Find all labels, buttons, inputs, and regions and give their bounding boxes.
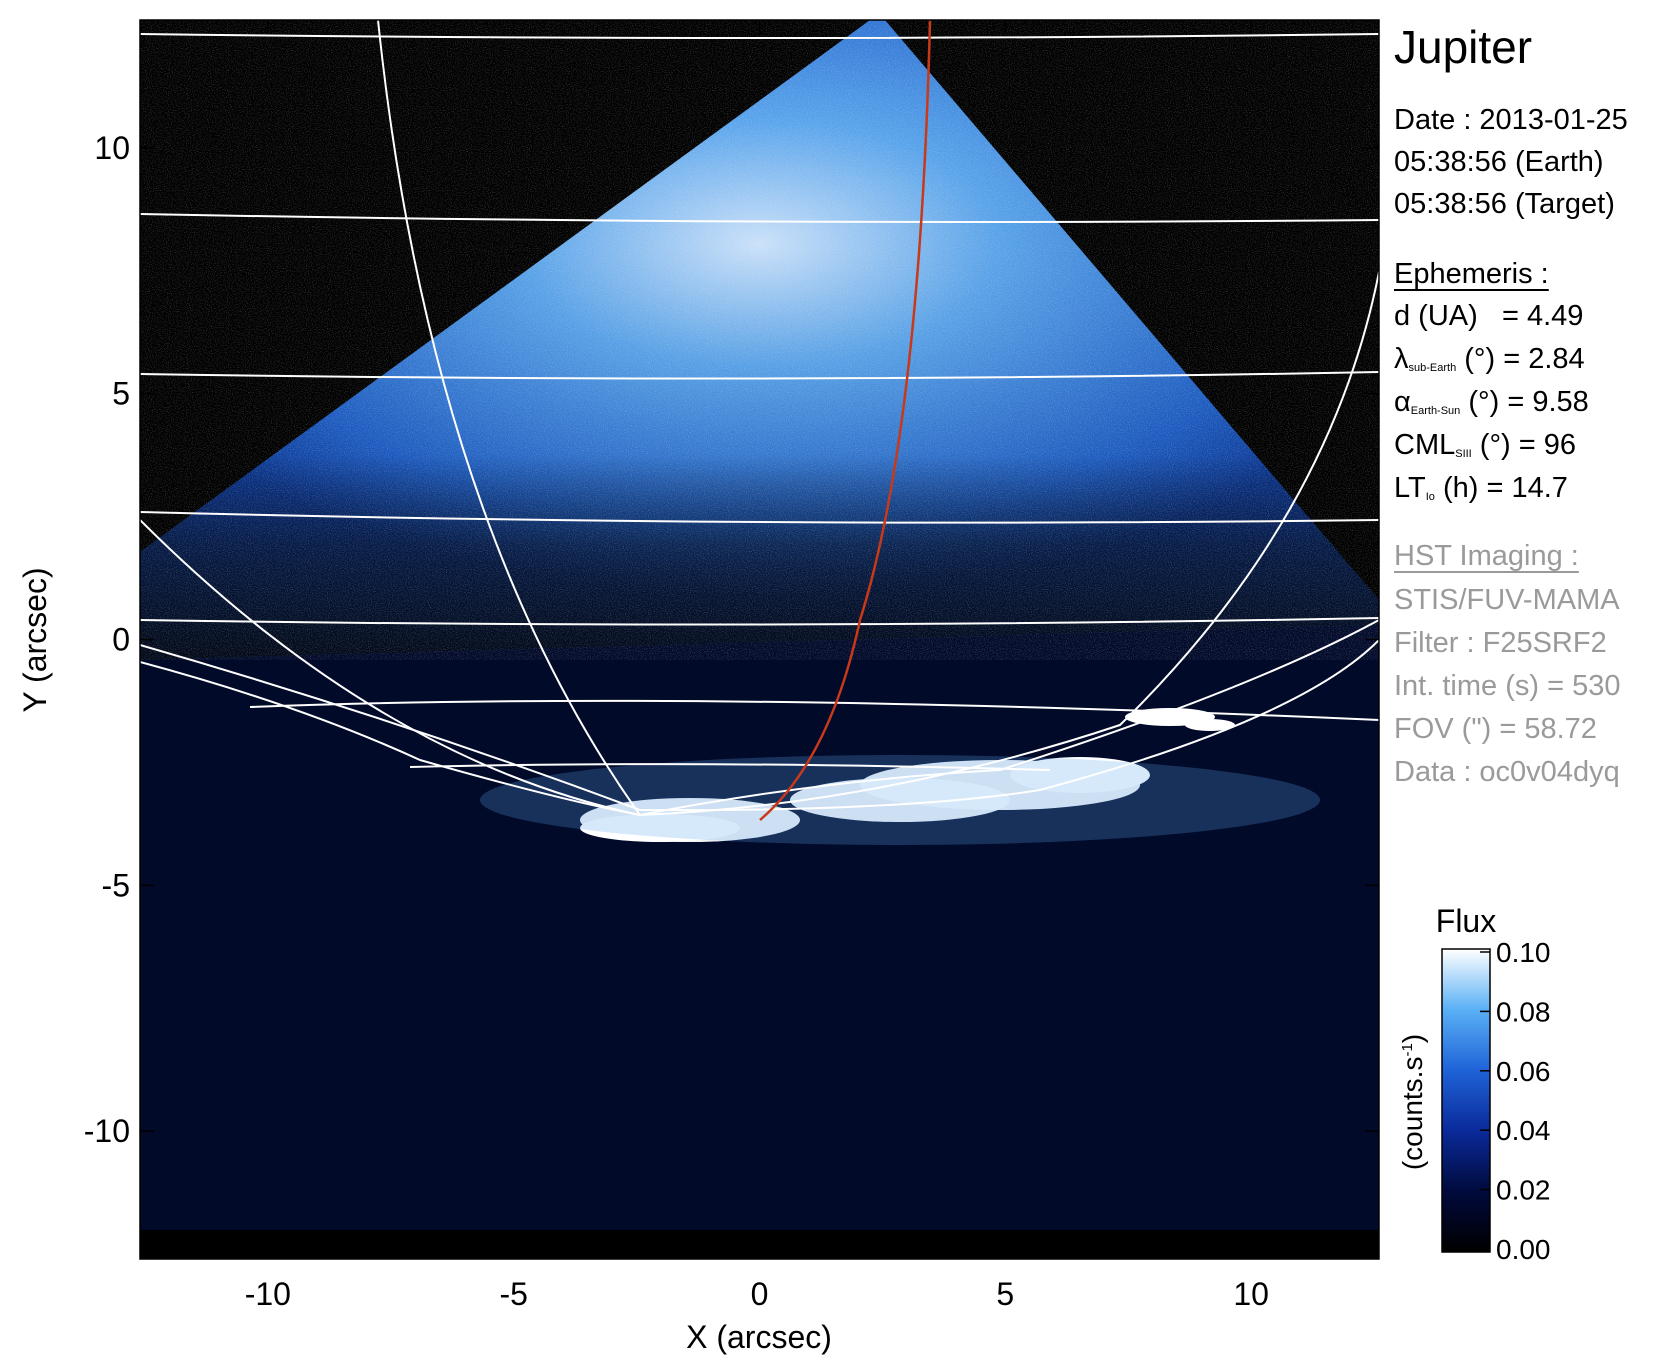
ephemeris-name: CML	[1394, 429, 1456, 461]
x-tick-label: 10	[1233, 1276, 1269, 1312]
grid-line	[140, 519, 641, 816]
observation-date: Date : 2013-01-25	[1394, 104, 1628, 136]
grid-line	[409, 763, 1051, 771]
ephemeris-name: λ	[1394, 343, 1409, 375]
ephemeris-row: λsub-Earth (°) = 2.84	[1394, 343, 1585, 376]
ephemeris-row: CMLSIII (°) = 96	[1394, 429, 1576, 462]
time-target: 05:38:56 (Target)	[1394, 188, 1615, 220]
hst-info-row: Data : oc0v04dyq	[1394, 756, 1620, 788]
ephemeris-subscript: Io	[1425, 491, 1435, 503]
hst-header: HST Imaging :	[1394, 540, 1579, 572]
grid-line	[140, 213, 1379, 223]
ephemeris-subscript: sub-Earth	[1408, 362, 1457, 374]
colorbar-tick-label: 0.04	[1496, 1115, 1551, 1146]
colorbar-tick-label: 0.10	[1496, 937, 1551, 968]
grid-line	[639, 619, 1379, 816]
grid-line	[140, 33, 1379, 39]
grid-line	[140, 371, 1379, 380]
grid-line	[249, 699, 1379, 721]
y-axis: 10 5 0 -5 -10	[84, 130, 1379, 1149]
detector-lower-region	[140, 600, 1379, 1259]
colorbar-tick-label: 0.06	[1496, 1056, 1551, 1087]
ephemeris-value: (°) = 2.84	[1456, 343, 1585, 375]
planetographic-grid	[140, 20, 1379, 816]
colorbar-tick-label: 0.02	[1496, 1175, 1551, 1206]
grid-line	[639, 271, 1379, 816]
colorbar-tick-label: 0.08	[1496, 996, 1551, 1027]
colorbar-title: Flux	[1436, 903, 1496, 939]
ephemeris-name: d (UA)	[1394, 300, 1478, 332]
grid-line	[140, 639, 1379, 812]
time-earth: 05:38:56 (Earth)	[1394, 146, 1604, 178]
y-axis-label: Y (arcsec)	[17, 567, 53, 712]
grid-line	[377, 20, 641, 816]
x-tick-label: 5	[996, 1276, 1014, 1312]
y-tick-label: -10	[84, 1113, 130, 1149]
colorbar-scale	[1441, 948, 1491, 1253]
ephemeris-row: αEarth-Sun (°) = 9.58	[1394, 386, 1589, 419]
io-footprint-line	[759, 20, 932, 821]
hst-info-row: Filter : F25SRF2	[1394, 627, 1607, 659]
y-tick-label: 5	[112, 376, 130, 412]
disk-noise	[140, 20, 1379, 660]
hst-info-row: FOV (") = 58.72	[1394, 713, 1597, 745]
ephemeris-value: (°) = 96	[1471, 429, 1577, 461]
hst-info-row: Int. time (s) = 530	[1394, 670, 1621, 702]
y-tick-label: 0	[112, 622, 130, 658]
planet-title: Jupiter	[1394, 21, 1533, 73]
ephemeris-name: α	[1394, 386, 1411, 418]
ephemeris-value: (°) = 9.58	[1460, 386, 1589, 418]
ephemeris-value: (h) = 14.7	[1434, 472, 1568, 504]
x-axis-label: X (arcsec)	[686, 1319, 832, 1355]
ephemeris-subscript: Earth-Sun	[1410, 405, 1461, 417]
ephemeris-subscript: SIII	[1455, 448, 1472, 460]
x-tick-label: -5	[499, 1276, 527, 1312]
grid-line	[140, 511, 1379, 524]
colorbar: Flux 0.10 0.08 0.06 0.04 0.02 0.00 (counts.s-…	[1397, 903, 1551, 1265]
y-tick-label: 10	[94, 130, 130, 166]
ephemeris-header: Ephemeris :	[1394, 258, 1549, 290]
ephemeris-row: d (UA) = 4.49	[1394, 300, 1583, 333]
ephemeris-value: = 4.49	[1477, 300, 1584, 332]
x-tick-label: 0	[751, 1276, 769, 1312]
x-axis: -10 -5 0 5 10	[245, 20, 1269, 1312]
colorbar-unit-label: (counts.s-1)	[1397, 1034, 1428, 1170]
hst-info-row: STIS/FUV-MAMA	[1394, 584, 1620, 616]
x-tick-label: -10	[245, 1276, 291, 1312]
y-tick-label: -5	[102, 867, 130, 903]
grid-line	[140, 661, 641, 816]
ephemeris-row: LTIo (h) = 14.7	[1394, 472, 1568, 505]
grid-line	[140, 617, 1379, 626]
ephemeris-name: LT	[1394, 472, 1426, 504]
colorbar-tick-label: 0.00	[1496, 1234, 1551, 1265]
